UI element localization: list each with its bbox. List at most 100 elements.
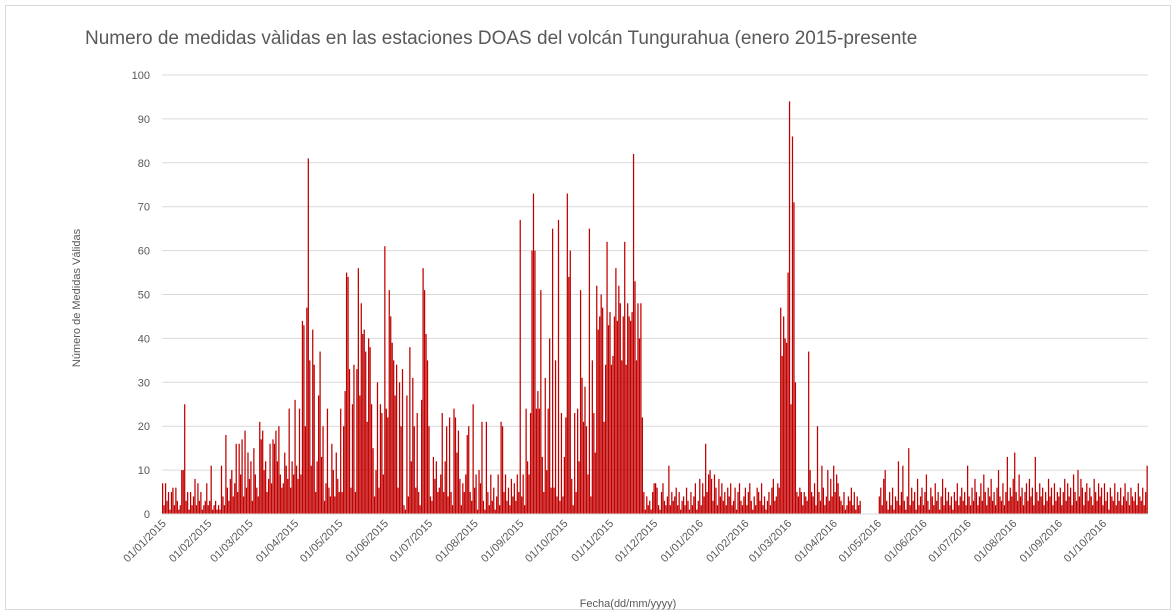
bar <box>1040 496 1042 514</box>
bar <box>303 325 305 514</box>
bar <box>1093 478 1095 514</box>
bar <box>416 413 418 514</box>
bar <box>287 478 289 514</box>
bar <box>557 219 560 514</box>
bar <box>625 364 627 514</box>
bar <box>494 509 496 514</box>
bar <box>326 408 329 514</box>
bar <box>1134 492 1137 514</box>
bar <box>459 478 461 514</box>
bar <box>909 505 911 514</box>
bar <box>897 461 900 514</box>
bar <box>637 303 639 514</box>
bar <box>393 360 395 514</box>
bar <box>1033 505 1035 514</box>
bar <box>194 478 196 514</box>
bar <box>281 487 283 514</box>
bar <box>746 505 748 514</box>
bar <box>526 461 529 514</box>
bar <box>705 443 707 514</box>
bar <box>197 483 199 514</box>
bar <box>300 474 302 514</box>
bar <box>1074 492 1076 514</box>
bar <box>453 408 455 514</box>
bar <box>360 303 362 514</box>
y-tick-label: 20 <box>138 421 150 433</box>
bar <box>1090 496 1092 514</box>
bar <box>462 483 464 514</box>
bar <box>472 404 474 514</box>
bar <box>500 421 502 514</box>
bar <box>816 426 819 514</box>
bar <box>285 465 287 514</box>
bar <box>444 461 446 514</box>
bar <box>266 492 268 514</box>
bar <box>1128 505 1131 514</box>
bar <box>219 509 221 514</box>
bar <box>503 492 505 514</box>
bar <box>843 492 845 514</box>
bar <box>466 434 468 514</box>
bar <box>463 492 465 514</box>
bar <box>382 474 384 514</box>
bar <box>585 426 588 514</box>
bar <box>490 474 492 514</box>
bar <box>1081 487 1084 514</box>
bar <box>484 509 486 514</box>
bar <box>1139 496 1141 514</box>
bar <box>906 496 908 514</box>
bar <box>703 496 705 514</box>
bar <box>659 509 661 514</box>
bar <box>173 505 176 514</box>
bar <box>949 505 951 514</box>
bar <box>693 496 695 514</box>
bar <box>735 509 738 514</box>
bar <box>390 316 392 514</box>
bar <box>487 492 489 514</box>
bar <box>384 246 386 514</box>
bar <box>187 492 189 514</box>
bar <box>213 505 215 514</box>
bar <box>1146 465 1148 514</box>
bar <box>206 483 208 514</box>
bar <box>1142 487 1144 514</box>
bar <box>231 470 233 514</box>
bar <box>1006 456 1008 514</box>
bar <box>234 483 236 514</box>
bar <box>1127 492 1129 514</box>
bar <box>725 505 727 514</box>
bar <box>235 443 237 514</box>
bar <box>781 355 783 514</box>
bar <box>1055 500 1057 514</box>
bar <box>578 461 580 514</box>
bar <box>262 430 264 514</box>
bar <box>899 505 901 514</box>
bar <box>304 426 307 514</box>
bar <box>1062 492 1064 514</box>
bar <box>697 500 699 514</box>
bar <box>721 483 723 514</box>
bar <box>370 404 373 514</box>
bar <box>1118 500 1120 514</box>
bar <box>291 461 293 514</box>
bar <box>426 360 429 514</box>
bar <box>716 505 719 514</box>
bar <box>565 417 567 514</box>
bar <box>481 421 483 514</box>
bar <box>366 421 368 514</box>
bar <box>256 487 258 514</box>
bar <box>599 316 601 514</box>
bar <box>584 386 586 514</box>
bar <box>1018 474 1020 514</box>
bar <box>1071 505 1073 514</box>
bar <box>473 487 476 514</box>
bar <box>537 391 539 514</box>
y-tick-label: 40 <box>138 333 150 345</box>
bar <box>425 334 427 514</box>
bar <box>1117 492 1119 514</box>
bar <box>269 443 271 514</box>
bar <box>368 338 370 514</box>
bar <box>397 487 399 514</box>
bar <box>373 496 376 514</box>
